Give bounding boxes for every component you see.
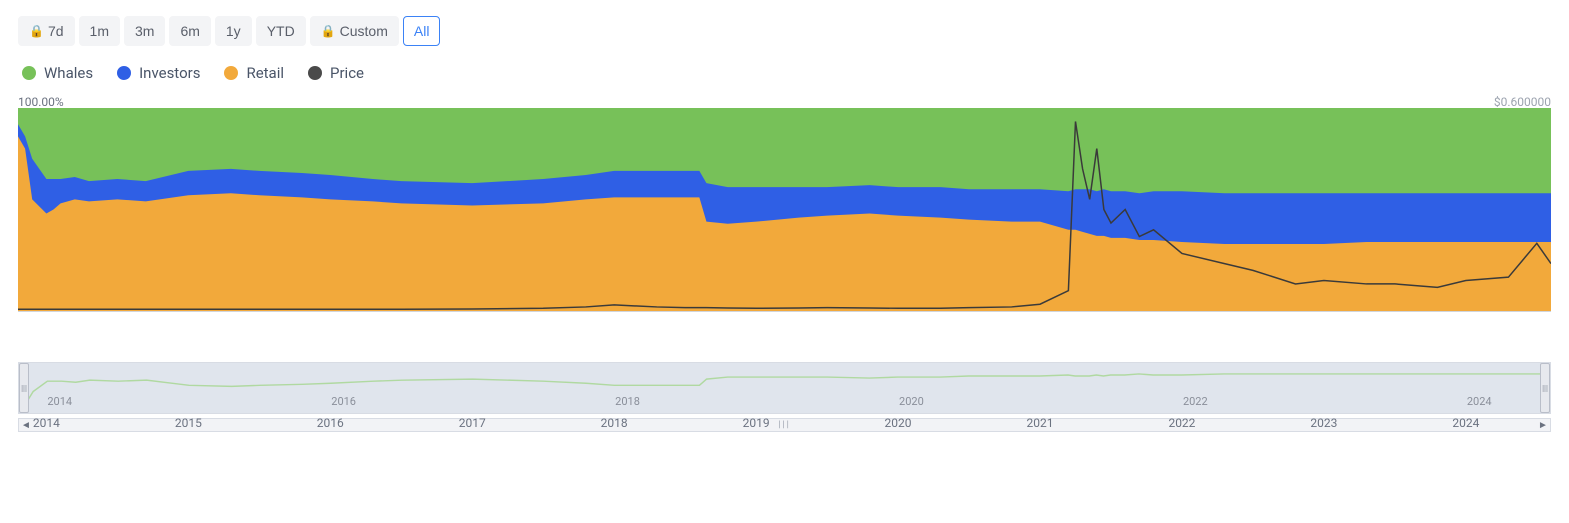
legend-item-whales[interactable]: Whales bbox=[22, 64, 93, 82]
time-range-label: 3m bbox=[135, 23, 154, 39]
legend: Whales Investors Retail Price bbox=[18, 64, 1551, 82]
legend-item-investors[interactable]: Investors bbox=[117, 64, 200, 82]
lock-icon: 🔒 bbox=[321, 24, 336, 38]
chart-svg bbox=[18, 108, 1551, 311]
time-range-label: YTD bbox=[267, 23, 295, 39]
navigator-x-tick: 2016 bbox=[331, 395, 356, 408]
y-left-tick: 100.00% bbox=[18, 95, 64, 109]
legend-swatch bbox=[224, 66, 238, 80]
legend-item-retail[interactable]: Retail bbox=[224, 64, 284, 82]
legend-swatch bbox=[308, 66, 322, 80]
legend-label: Whales bbox=[44, 64, 93, 82]
x-axis-labels: 2014 2015 2016 2017 2018 2019 2020 2021 2022 2023… bbox=[18, 416, 1551, 434]
x-tick: 2019 bbox=[743, 416, 770, 430]
x-tick: 2015 bbox=[175, 416, 202, 430]
time-range-all[interactable]: All bbox=[403, 16, 441, 46]
legend-label: Retail bbox=[246, 64, 284, 82]
time-range-bar: 🔒 7d 1m 3m 6m 1y YTD 🔒 Custom All bbox=[18, 16, 1551, 46]
time-range-label: 7d bbox=[48, 23, 64, 39]
time-range-1m[interactable]: 1m bbox=[79, 16, 120, 46]
navigator-x-tick: 2024 bbox=[1467, 395, 1492, 408]
time-range-label: 6m bbox=[180, 23, 199, 39]
x-tick: 2014 bbox=[33, 416, 60, 430]
navigator-strip[interactable]: ||| ||| 2014 2016 2018 2020 2022 2024 bbox=[18, 362, 1551, 414]
legend-item-price[interactable]: Price bbox=[308, 64, 364, 82]
lock-icon: 🔒 bbox=[29, 24, 44, 38]
time-range-7d[interactable]: 🔒 7d bbox=[18, 16, 75, 46]
x-tick: 2021 bbox=[1027, 416, 1054, 430]
time-range-label: 1m bbox=[90, 23, 109, 39]
time-range-label: All bbox=[414, 23, 430, 39]
y-right-tick: $0.600000 bbox=[1494, 95, 1551, 109]
navigator-handle-left[interactable]: ||| bbox=[19, 363, 29, 413]
chart-main: 100.00%66.67%33.33%0.00% $0.600000$0.400… bbox=[18, 100, 1551, 330]
time-range-label: 1y bbox=[226, 23, 241, 39]
navigator-handle-right[interactable]: ||| bbox=[1540, 363, 1550, 413]
x-tick: 2016 bbox=[317, 416, 344, 430]
legend-label: Investors bbox=[139, 64, 200, 82]
navigator-x-tick: 2014 bbox=[47, 395, 72, 408]
x-tick: 2018 bbox=[601, 416, 628, 430]
navigator-x-tick: 2020 bbox=[899, 395, 924, 408]
legend-swatch bbox=[117, 66, 131, 80]
chart-container: 100.00%66.67%33.33%0.00% $0.600000$0.400… bbox=[18, 100, 1551, 432]
x-tick: 2017 bbox=[459, 416, 486, 430]
time-range-6m[interactable]: 6m bbox=[169, 16, 210, 46]
plot-area[interactable] bbox=[18, 108, 1551, 312]
x-tick: 2023 bbox=[1310, 416, 1337, 430]
navigator-x-tick: 2018 bbox=[615, 395, 640, 408]
x-tick: 2024 bbox=[1452, 416, 1479, 430]
x-tick: 2020 bbox=[885, 416, 912, 430]
navigator-svg bbox=[19, 363, 1550, 413]
time-range-custom[interactable]: 🔒 Custom bbox=[310, 16, 399, 46]
navigator-x-tick: 2022 bbox=[1183, 395, 1208, 408]
time-range-3m[interactable]: 3m bbox=[124, 16, 165, 46]
x-tick: 2022 bbox=[1168, 416, 1195, 430]
legend-label: Price bbox=[330, 64, 364, 82]
legend-swatch bbox=[22, 66, 36, 80]
time-range-1y[interactable]: 1y bbox=[215, 16, 252, 46]
time-range-label: Custom bbox=[340, 23, 388, 39]
time-range-ytd[interactable]: YTD bbox=[256, 16, 306, 46]
